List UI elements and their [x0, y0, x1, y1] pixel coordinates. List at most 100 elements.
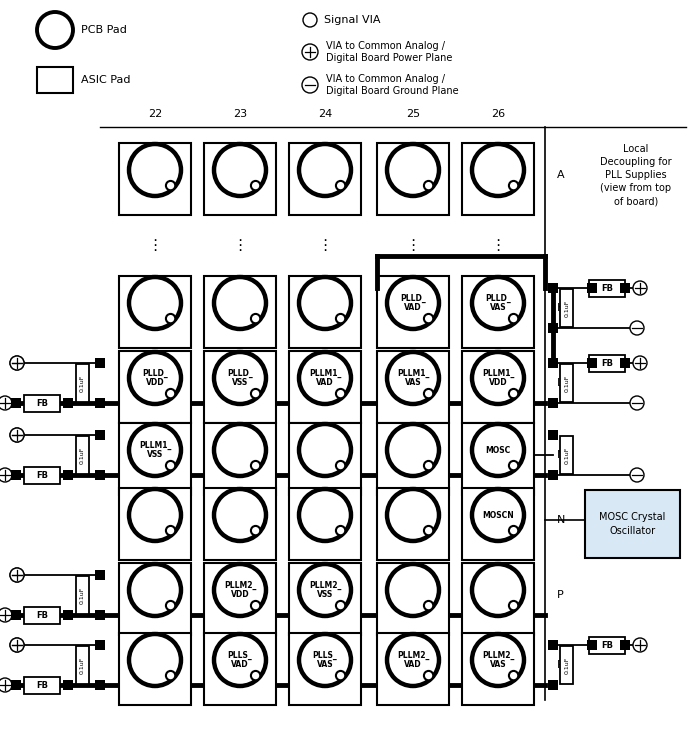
Bar: [377, 351, 449, 423]
Bar: [587, 640, 597, 650]
Circle shape: [509, 314, 518, 323]
Text: MOSC Crystal
Oscillator: MOSC Crystal Oscillator: [599, 512, 665, 536]
Circle shape: [129, 634, 181, 686]
Circle shape: [303, 13, 317, 27]
Text: PLLM1_
VSS: PLLM1_ VSS: [139, 440, 171, 459]
Text: PLLD_
VAS: PLLD_ VAS: [485, 293, 511, 312]
Circle shape: [0, 468, 12, 482]
Bar: [462, 488, 534, 560]
Bar: [75, 364, 88, 402]
Circle shape: [336, 181, 346, 190]
Bar: [204, 488, 276, 560]
Circle shape: [630, 468, 644, 482]
Circle shape: [472, 564, 524, 616]
Text: 23: 23: [233, 109, 247, 119]
Text: Signal VIA: Signal VIA: [324, 15, 381, 25]
Circle shape: [0, 396, 12, 410]
Bar: [377, 143, 449, 215]
Circle shape: [472, 424, 524, 476]
Circle shape: [472, 277, 524, 329]
Circle shape: [424, 181, 433, 190]
Text: A: A: [557, 170, 565, 180]
Bar: [585, 490, 680, 558]
Bar: [589, 637, 625, 653]
Circle shape: [251, 314, 261, 323]
Bar: [560, 646, 574, 684]
Circle shape: [630, 321, 644, 335]
Circle shape: [166, 181, 176, 190]
Circle shape: [424, 461, 433, 470]
Circle shape: [129, 277, 181, 329]
Bar: [548, 640, 558, 650]
Bar: [377, 488, 449, 560]
Circle shape: [633, 281, 647, 295]
Text: N: N: [557, 515, 565, 525]
Text: 0.1uF: 0.1uF: [79, 446, 84, 464]
Circle shape: [509, 461, 518, 470]
Text: FB: FB: [36, 611, 48, 620]
Bar: [620, 640, 630, 650]
Bar: [377, 633, 449, 705]
Bar: [119, 351, 191, 423]
Bar: [620, 358, 630, 368]
Circle shape: [387, 352, 439, 404]
Circle shape: [299, 277, 351, 329]
Circle shape: [129, 352, 181, 404]
Text: FB: FB: [36, 398, 48, 407]
Circle shape: [299, 144, 351, 196]
Circle shape: [509, 671, 518, 681]
Bar: [548, 358, 558, 368]
Circle shape: [251, 526, 261, 535]
Bar: [289, 276, 361, 348]
Text: L: L: [557, 378, 563, 388]
Bar: [589, 279, 625, 296]
Circle shape: [166, 389, 176, 398]
Bar: [377, 423, 449, 495]
Text: M: M: [557, 450, 567, 460]
Bar: [119, 276, 191, 348]
Bar: [204, 633, 276, 705]
Circle shape: [10, 568, 24, 582]
Circle shape: [302, 44, 318, 60]
Circle shape: [630, 396, 644, 410]
Text: ⋮: ⋮: [232, 237, 247, 253]
Bar: [462, 351, 534, 423]
Bar: [560, 436, 574, 474]
Circle shape: [166, 461, 176, 470]
Text: MOSC: MOSC: [485, 445, 511, 454]
Circle shape: [509, 181, 518, 190]
Bar: [95, 430, 105, 440]
Bar: [75, 646, 88, 684]
Text: MOSCN: MOSCN: [482, 511, 514, 520]
Circle shape: [472, 144, 524, 196]
Circle shape: [472, 489, 524, 541]
Circle shape: [10, 428, 24, 442]
Circle shape: [129, 144, 181, 196]
Bar: [119, 488, 191, 560]
Text: PLLM2_
VAS: PLLM2_ VAS: [482, 650, 514, 670]
Circle shape: [251, 461, 261, 470]
Bar: [95, 398, 105, 408]
Circle shape: [299, 634, 351, 686]
Circle shape: [10, 638, 24, 652]
Bar: [289, 423, 361, 495]
Circle shape: [387, 277, 439, 329]
Circle shape: [299, 352, 351, 404]
Bar: [204, 276, 276, 348]
Bar: [560, 364, 574, 402]
Circle shape: [336, 389, 346, 398]
Circle shape: [424, 314, 433, 323]
Bar: [548, 430, 558, 440]
Circle shape: [424, 601, 433, 610]
Bar: [119, 633, 191, 705]
Bar: [587, 283, 597, 293]
Bar: [462, 423, 534, 495]
Bar: [377, 276, 449, 348]
Circle shape: [214, 352, 266, 404]
Text: ASIC Pad: ASIC Pad: [81, 75, 131, 85]
Circle shape: [424, 671, 433, 681]
Circle shape: [10, 356, 24, 370]
Bar: [204, 351, 276, 423]
Bar: [63, 610, 73, 620]
Text: R: R: [557, 660, 565, 670]
